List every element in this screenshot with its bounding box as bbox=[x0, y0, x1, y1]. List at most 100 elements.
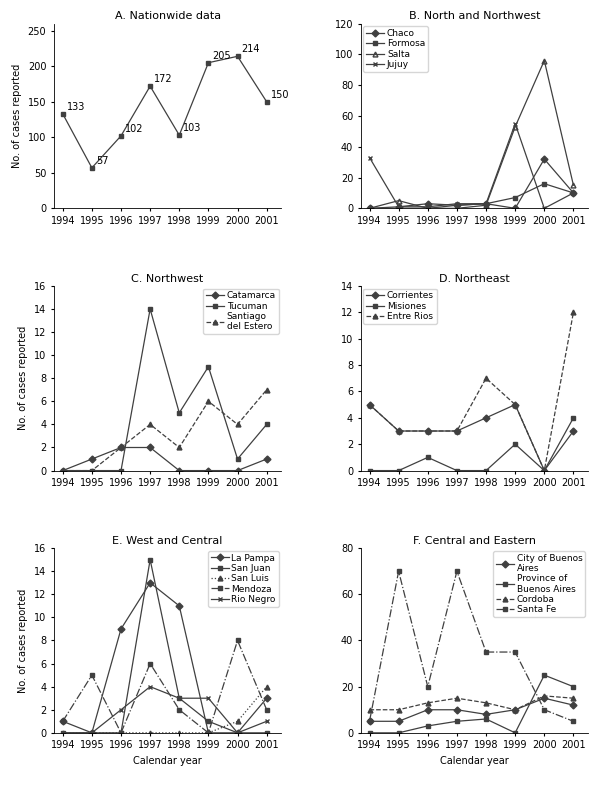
Tucuman bbox=[88, 466, 95, 475]
Misiones bbox=[395, 466, 402, 475]
Line: Mendoza: Mendoza bbox=[61, 638, 269, 735]
La Pampa bbox=[176, 601, 183, 611]
Tucuman bbox=[263, 420, 270, 429]
Santiago
del Estero bbox=[263, 385, 270, 395]
Santa Fe bbox=[570, 716, 577, 726]
Text: 205: 205 bbox=[212, 50, 231, 61]
Entre Rios bbox=[541, 466, 548, 475]
Chaco bbox=[395, 202, 402, 211]
San Luis bbox=[205, 728, 212, 738]
Corrientes bbox=[482, 413, 490, 422]
Mendoza bbox=[263, 705, 270, 715]
Salta bbox=[366, 203, 373, 213]
Entre Rios bbox=[424, 426, 431, 436]
Rio Negro bbox=[234, 728, 241, 738]
Province of
Buenos Aires bbox=[482, 714, 490, 723]
City of Buenos
Aires bbox=[424, 705, 431, 715]
San Juan bbox=[263, 728, 270, 738]
Mendoza bbox=[205, 728, 212, 738]
Cordoba bbox=[541, 691, 548, 701]
Corrientes bbox=[424, 426, 431, 436]
Santa Fe bbox=[541, 705, 548, 715]
Line: Province of
Buenos Aires: Province of Buenos Aires bbox=[367, 673, 576, 735]
Misiones bbox=[570, 413, 577, 422]
Tucuman bbox=[118, 466, 125, 475]
Catamarca bbox=[59, 466, 67, 475]
Formosa bbox=[570, 188, 577, 198]
Province of
Buenos Aires bbox=[424, 721, 431, 730]
Line: City of Buenos
Aires: City of Buenos Aires bbox=[367, 696, 576, 723]
Misiones bbox=[424, 452, 431, 462]
Title: F. Central and Eastern: F. Central and Eastern bbox=[413, 536, 536, 546]
San Juan bbox=[146, 555, 154, 564]
Corrientes bbox=[512, 400, 519, 409]
Corrientes bbox=[570, 426, 577, 436]
Tucuman bbox=[176, 408, 183, 418]
Santiago
del Estero bbox=[234, 420, 241, 429]
Corrientes bbox=[454, 426, 461, 436]
Y-axis label: No. of cases reported: No. of cases reported bbox=[19, 326, 28, 430]
Santiago
del Estero bbox=[118, 443, 125, 452]
San Juan bbox=[205, 716, 212, 726]
City of Buenos
Aires bbox=[454, 705, 461, 715]
San Juan bbox=[59, 728, 67, 738]
Chaco bbox=[366, 203, 373, 213]
Province of
Buenos Aires bbox=[454, 716, 461, 726]
Entre Rios bbox=[454, 426, 461, 436]
Santiago
del Estero bbox=[88, 466, 95, 475]
Formosa bbox=[366, 203, 373, 213]
Rio Negro bbox=[205, 693, 212, 703]
Rio Negro bbox=[176, 693, 183, 703]
San Juan bbox=[118, 728, 125, 738]
Line: Santa Fe: Santa Fe bbox=[367, 569, 576, 723]
Corrientes bbox=[395, 426, 402, 436]
Rio Negro bbox=[88, 728, 95, 738]
Mendoza bbox=[118, 728, 125, 738]
La Pampa bbox=[88, 728, 95, 738]
La Pampa bbox=[234, 728, 241, 738]
City of Buenos
Aires bbox=[366, 716, 373, 726]
Legend: Corrientes, Misiones, Entre Rios: Corrientes, Misiones, Entre Rios bbox=[364, 288, 437, 324]
Salta bbox=[482, 200, 490, 210]
Santiago
del Estero bbox=[146, 420, 154, 429]
Cordoba bbox=[512, 705, 519, 715]
Text: 172: 172 bbox=[154, 74, 173, 84]
City of Buenos
Aires bbox=[570, 701, 577, 710]
Catamarca bbox=[88, 455, 95, 464]
San Juan bbox=[176, 693, 183, 703]
Line: Corrientes: Corrientes bbox=[367, 402, 576, 473]
La Pampa bbox=[205, 728, 212, 738]
Jujuy bbox=[395, 202, 402, 211]
Salta bbox=[541, 56, 548, 65]
Jujuy bbox=[541, 203, 548, 213]
Cordoba bbox=[454, 693, 461, 703]
X-axis label: Calendar year: Calendar year bbox=[133, 756, 202, 766]
San Luis bbox=[176, 728, 183, 738]
Title: E. West and Central: E. West and Central bbox=[112, 536, 223, 546]
Tucuman bbox=[205, 362, 212, 371]
X-axis label: Calendar year: Calendar year bbox=[440, 756, 509, 766]
Santiago
del Estero bbox=[176, 443, 183, 452]
Misiones bbox=[512, 440, 519, 449]
Line: Salta: Salta bbox=[367, 58, 576, 210]
Line: Santiago
del Estero: Santiago del Estero bbox=[61, 388, 269, 473]
Line: La Pampa: La Pampa bbox=[61, 580, 269, 735]
Province of
Buenos Aires bbox=[570, 682, 577, 691]
Formosa bbox=[512, 193, 519, 203]
Mendoza bbox=[88, 671, 95, 680]
Jujuy bbox=[424, 202, 431, 211]
Chaco bbox=[570, 188, 577, 198]
Misiones bbox=[366, 466, 373, 475]
Legend: Chaco, Formosa, Salta, Jujuy: Chaco, Formosa, Salta, Jujuy bbox=[364, 26, 428, 72]
Santa Fe bbox=[424, 682, 431, 691]
San Luis bbox=[88, 728, 95, 738]
Formosa bbox=[541, 179, 548, 188]
Line: Jujuy: Jujuy bbox=[367, 121, 576, 210]
Tucuman bbox=[59, 466, 67, 475]
Rio Negro bbox=[59, 728, 67, 738]
Cordoba bbox=[424, 698, 431, 708]
Misiones bbox=[482, 466, 490, 475]
Santa Fe bbox=[512, 647, 519, 656]
Rio Negro bbox=[263, 716, 270, 726]
Catamarca bbox=[205, 466, 212, 475]
